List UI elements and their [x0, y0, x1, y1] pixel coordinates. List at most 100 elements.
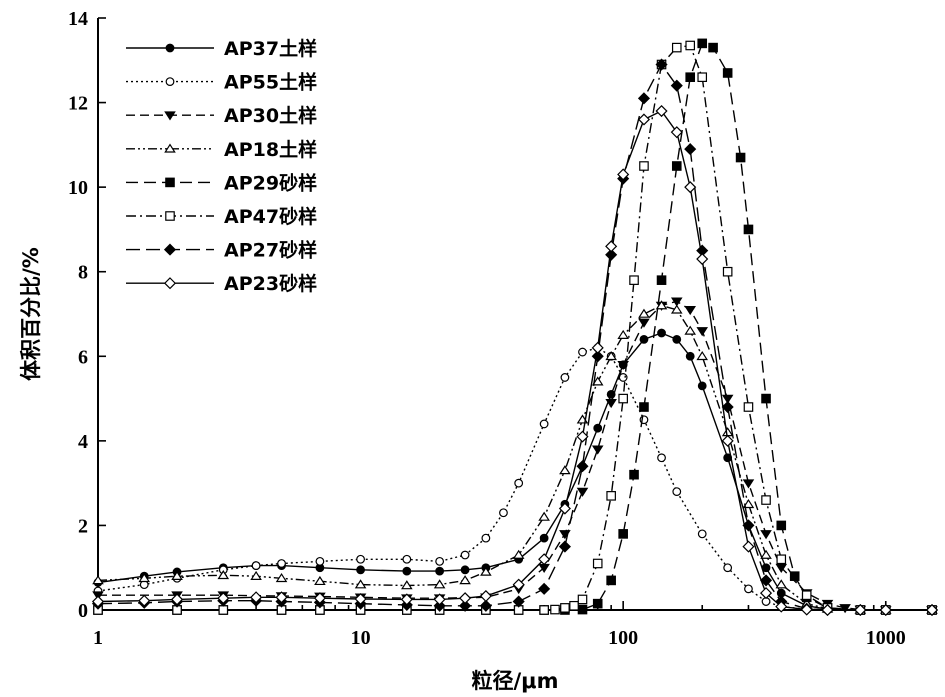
data-point-triangle-up — [655, 300, 668, 310]
series-line — [98, 44, 932, 611]
data-point-diamond — [538, 582, 551, 595]
data-point-triangle-down — [684, 305, 696, 316]
data-point-square — [776, 520, 787, 531]
data-point-triangle-down — [721, 394, 734, 404]
data-point-square — [743, 402, 754, 412]
data-point-square — [165, 177, 175, 188]
legend-label: AP30土样 — [224, 104, 317, 127]
data-point-triangle-up — [605, 350, 617, 361]
data-point-diamond — [275, 591, 288, 604]
data-point-triangle-up — [591, 376, 604, 386]
data-point-circle — [460, 565, 470, 575]
data-point-circle — [481, 533, 491, 543]
data-point-circle — [672, 487, 682, 497]
data-point-diamond — [759, 587, 773, 600]
data-point-diamond — [313, 592, 326, 605]
series-2 — [93, 343, 937, 615]
data-point-triangle-up — [138, 572, 151, 583]
series-8 — [91, 104, 939, 617]
data-point-diamond — [721, 434, 734, 447]
data-point-diamond — [558, 502, 571, 515]
legend-label: AP29砂样 — [224, 171, 317, 194]
data-point-diamond — [538, 553, 551, 566]
data-point-diamond — [655, 58, 668, 71]
data-point-diamond — [354, 592, 367, 606]
data-point-diamond — [879, 603, 892, 617]
data-point-diamond — [742, 540, 755, 553]
data-point-diamond — [479, 599, 492, 612]
legend-label: AP47砂样 — [224, 205, 317, 228]
data-point-diamond — [925, 603, 939, 617]
y-tick-label: 2 — [78, 515, 88, 537]
data-point-circle — [435, 566, 445, 576]
data-point-square — [550, 604, 560, 615]
data-point-triangle-down — [742, 479, 755, 489]
x-tick-label: 10 — [351, 627, 371, 649]
legend-label: AP55土样 — [224, 71, 317, 94]
data-point-square — [743, 224, 754, 235]
data-point-circle — [402, 566, 412, 576]
data-point-diamond — [163, 243, 177, 256]
data-point-triangle-up — [742, 498, 755, 509]
data-point-diamond — [433, 599, 446, 612]
data-point-diamond — [433, 593, 446, 606]
y-tick-label: 10 — [68, 177, 88, 199]
legend-label: AP23砂样 — [224, 272, 317, 295]
data-point-diamond — [775, 600, 788, 613]
data-point-diamond — [512, 595, 525, 608]
data-point-triangle-up — [314, 575, 326, 586]
data-point-triangle-up — [617, 329, 629, 339]
data-point-circle — [657, 328, 666, 338]
data-point-diamond — [759, 574, 773, 587]
series-lines — [91, 38, 939, 617]
data-point-square — [761, 393, 771, 404]
data-point-square — [606, 491, 616, 501]
data-point-square — [671, 42, 682, 53]
data-point-triangle-down — [638, 318, 650, 328]
y-tick-label: 0 — [78, 600, 88, 622]
data-point-triangle-down — [696, 327, 709, 337]
legend-label: AP18土样 — [224, 138, 317, 161]
data-point-square — [165, 211, 175, 221]
data-point-circle — [697, 381, 707, 391]
data-point-triangle-up — [684, 325, 696, 335]
data-point-diamond — [459, 592, 472, 605]
legend-entry: AP18土样 — [126, 138, 317, 161]
data-point-diamond — [637, 92, 651, 105]
data-point-square — [722, 266, 733, 277]
series-line — [98, 42, 932, 611]
data-point-triangle-up — [512, 549, 525, 559]
data-point-square — [656, 275, 667, 285]
data-point-diamond — [512, 578, 525, 591]
data-point-diamond — [696, 252, 709, 266]
data-point-triangle-up — [164, 143, 176, 153]
data-point-circle — [593, 423, 603, 433]
y-tick-label: 14 — [68, 8, 88, 30]
data-point-circle — [639, 334, 649, 344]
data-point-diamond — [800, 603, 813, 616]
data-point-square — [592, 598, 603, 609]
data-point-circle — [165, 77, 175, 86]
legend-entry: AP27砂样 — [126, 239, 317, 262]
data-point-triangle-down — [605, 399, 617, 409]
data-point-square — [560, 603, 570, 613]
data-point-circle — [578, 347, 587, 357]
data-point-diamond — [138, 594, 151, 607]
data-point-triangle-down — [164, 111, 176, 121]
data-point-square — [629, 469, 639, 480]
data-point-diamond — [637, 113, 651, 126]
data-point-diamond — [400, 593, 413, 606]
data-point-square — [801, 590, 812, 600]
data-point-circle — [251, 561, 261, 570]
data-point-triangle-down — [775, 563, 788, 574]
legend-entry: AP29砂样 — [126, 171, 317, 194]
data-point-square — [639, 161, 649, 171]
data-point-square — [577, 604, 588, 615]
data-point-triangle-up — [401, 580, 413, 590]
data-point-triangle-up — [433, 579, 446, 589]
data-point-circle — [315, 556, 325, 566]
data-point-diamond — [479, 589, 492, 603]
data-point-triangle-up — [538, 511, 550, 521]
